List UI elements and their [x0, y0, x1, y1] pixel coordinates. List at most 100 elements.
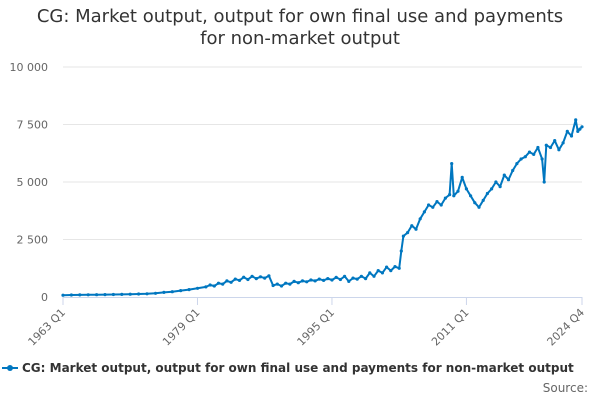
data-point[interactable]	[481, 198, 485, 202]
data-point[interactable]	[519, 157, 523, 161]
data-point[interactable]	[267, 274, 271, 278]
data-point[interactable]	[212, 284, 216, 288]
data-point[interactable]	[485, 191, 489, 196]
data-point[interactable]	[427, 203, 431, 207]
data-point[interactable]	[456, 189, 460, 193]
data-point[interactable]	[179, 289, 183, 293]
data-point[interactable]	[343, 274, 347, 278]
data-point[interactable]	[258, 275, 263, 279]
data-point[interactable]	[557, 148, 561, 152]
data-point[interactable]	[527, 150, 532, 154]
data-point[interactable]	[69, 293, 73, 297]
data-point[interactable]	[439, 203, 443, 207]
data-point[interactable]	[120, 292, 124, 296]
data-point[interactable]	[351, 276, 355, 280]
data-point[interactable]	[364, 277, 368, 281]
data-point[interactable]	[86, 293, 90, 297]
data-point[interactable]	[153, 291, 158, 295]
data-point[interactable]	[242, 275, 246, 279]
data-point[interactable]	[204, 285, 208, 289]
data-point[interactable]	[422, 210, 426, 214]
data-point[interactable]	[254, 277, 258, 281]
data-point[interactable]	[494, 180, 498, 184]
data-point[interactable]	[296, 281, 300, 285]
data-point[interactable]	[229, 280, 233, 284]
data-point[interactable]	[330, 278, 334, 282]
data-point[interactable]	[473, 201, 477, 205]
data-point[interactable]	[137, 292, 141, 296]
data-point[interactable]	[553, 139, 557, 143]
data-point[interactable]	[309, 278, 313, 282]
data-point[interactable]	[540, 157, 544, 161]
data-point[interactable]	[216, 281, 221, 285]
data-point[interactable]	[380, 271, 384, 275]
data-point[interactable]	[61, 293, 65, 297]
data-point[interactable]	[399, 249, 403, 253]
data-point[interactable]	[569, 134, 574, 138]
data-point[interactable]	[279, 284, 284, 288]
data-point[interactable]	[576, 129, 580, 133]
data-point[interactable]	[431, 205, 435, 209]
data-point[interactable]	[162, 290, 166, 294]
credits[interactable]: Source:	[542, 381, 588, 395]
data-point[interactable]	[334, 275, 338, 279]
data-point[interactable]	[355, 277, 359, 281]
data-point[interactable]	[208, 283, 212, 287]
data-point[interactable]	[271, 283, 275, 288]
data-point[interactable]	[418, 217, 422, 221]
data-point[interactable]	[275, 282, 279, 286]
data-point[interactable]	[237, 278, 242, 282]
data-point[interactable]	[406, 231, 410, 235]
data-point[interactable]	[542, 180, 546, 184]
data-point[interactable]	[385, 265, 389, 269]
data-point[interactable]	[103, 293, 107, 297]
data-point[interactable]	[544, 143, 548, 147]
data-point[interactable]	[368, 271, 372, 275]
data-point[interactable]	[376, 269, 380, 273]
data-point[interactable]	[490, 187, 494, 191]
data-point[interactable]	[250, 274, 254, 278]
data-point[interactable]	[548, 145, 553, 150]
data-point[interactable]	[393, 265, 397, 269]
data-point[interactable]	[170, 290, 174, 294]
data-point[interactable]	[578, 127, 582, 131]
data-point[interactable]	[565, 129, 569, 133]
data-point[interactable]	[372, 274, 376, 278]
data-point[interactable]	[187, 288, 191, 292]
data-point[interactable]	[128, 292, 132, 296]
data-point[interactable]	[397, 266, 401, 270]
data-point[interactable]	[111, 292, 115, 297]
data-point[interactable]	[448, 193, 452, 197]
data-point[interactable]	[502, 173, 506, 177]
data-point[interactable]	[460, 175, 464, 179]
data-point[interactable]	[292, 279, 296, 283]
data-point[interactable]	[246, 277, 250, 282]
data-point[interactable]	[313, 279, 317, 283]
data-point[interactable]	[359, 274, 363, 278]
data-point[interactable]	[221, 282, 225, 286]
data-point[interactable]	[498, 185, 502, 189]
data-point[interactable]	[233, 277, 237, 281]
data-point[interactable]	[195, 286, 200, 290]
data-point[interactable]	[347, 279, 351, 283]
data-point[interactable]	[225, 279, 229, 283]
data-point[interactable]	[443, 196, 447, 200]
data-point[interactable]	[515, 162, 519, 166]
data-point[interactable]	[263, 276, 267, 280]
data-point[interactable]	[435, 200, 439, 204]
data-point[interactable]	[300, 279, 305, 283]
data-point[interactable]	[536, 145, 540, 150]
data-point[interactable]	[574, 118, 578, 122]
data-point[interactable]	[464, 187, 468, 191]
data-point[interactable]	[452, 194, 456, 198]
data-point[interactable]	[317, 277, 321, 281]
data-point[interactable]	[322, 278, 326, 282]
data-point[interactable]	[95, 293, 99, 297]
data-point[interactable]	[78, 293, 82, 297]
data-point[interactable]	[506, 178, 511, 182]
data-point[interactable]	[288, 282, 292, 286]
data-point[interactable]	[523, 155, 527, 159]
legend[interactable]: CG: Market output, output for own final …	[2, 358, 598, 378]
data-point[interactable]	[389, 269, 393, 273]
data-point[interactable]	[580, 125, 584, 129]
